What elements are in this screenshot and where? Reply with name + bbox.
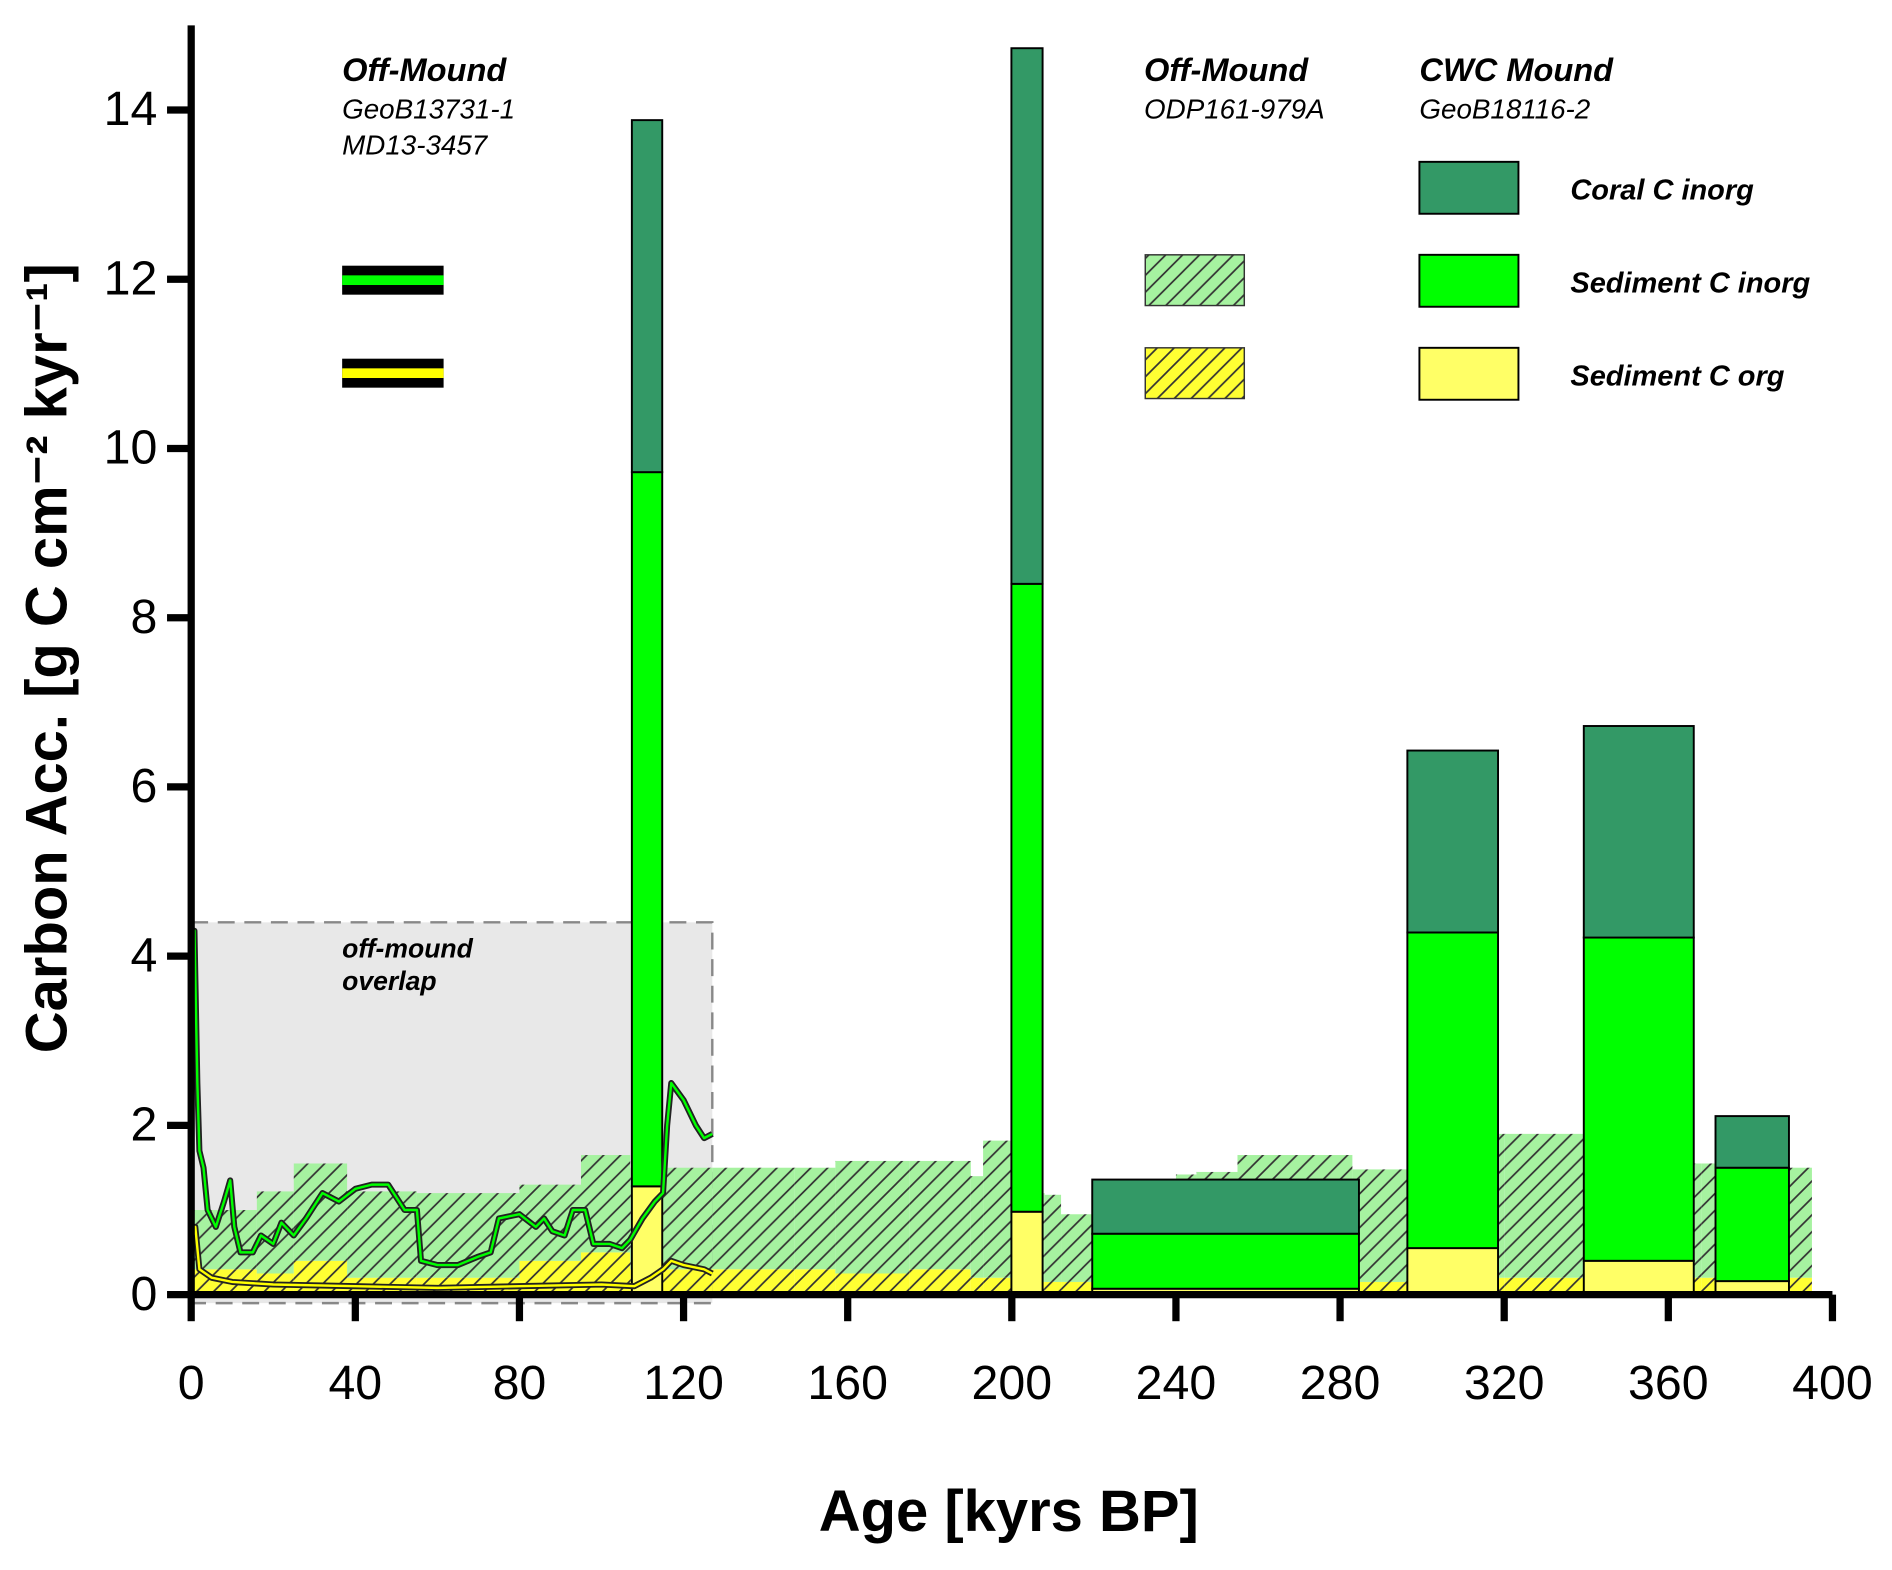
hatched-step — [835, 1273, 910, 1295]
legend-subtitle: ODP161-979A — [1144, 93, 1325, 124]
hatched-step — [909, 1160, 971, 1270]
y-tick-label: 8 — [131, 590, 158, 644]
hatched-step — [580, 1155, 631, 1253]
x-tick-label: 0 — [178, 1356, 205, 1410]
bar-segment — [1406, 1247, 1500, 1296]
y-axis-title: Carbon Acc. [g C cm⁻² kyr⁻¹] — [15, 263, 79, 1053]
hatched-step — [293, 1163, 348, 1261]
bar-segment — [1091, 1178, 1360, 1235]
x-axis-title: Age [kyrs BP] — [819, 1480, 1199, 1544]
hatched-step — [983, 1140, 1012, 1278]
x-tick-label: 200 — [972, 1356, 1053, 1410]
legend-swatch — [342, 275, 444, 286]
x-tick-label: 320 — [1464, 1356, 1545, 1410]
legend-label: Sediment C org — [1570, 361, 1784, 393]
line — [191, 929, 713, 1267]
line — [192, 1225, 713, 1290]
region-label: overlap — [342, 966, 436, 996]
hatched-step — [970, 1277, 984, 1295]
y-tick-label: 4 — [131, 928, 158, 982]
y-tick-label: 0 — [131, 1267, 158, 1321]
legend-title: Off-Mound — [342, 51, 507, 88]
bar-segment — [1582, 1259, 1695, 1296]
bar-segment — [1010, 1210, 1044, 1296]
hatched-step — [1061, 1214, 1094, 1282]
hatched-step — [794, 1269, 836, 1295]
x-tick-label: 400 — [1792, 1356, 1873, 1410]
legend-swatch — [1144, 254, 1246, 307]
legend-swatch — [342, 368, 444, 379]
hatched-step — [519, 1260, 581, 1295]
y-tick-label: 12 — [104, 251, 158, 305]
bar-segment — [1091, 1232, 1360, 1290]
region-label: off-mound — [342, 933, 474, 963]
legend-swatch — [1418, 253, 1520, 308]
legend-swatch — [1418, 346, 1520, 401]
hatched-step — [970, 1176, 984, 1278]
legend-swatch — [1418, 160, 1520, 215]
y-tick-label: 10 — [104, 421, 158, 475]
bar-segment — [1714, 1115, 1790, 1169]
legend-label: Coral C inorg — [1570, 175, 1754, 207]
hatched-step — [1352, 1169, 1410, 1282]
hatched-step — [1504, 1277, 1587, 1295]
legend-title: Off-Mound — [1144, 51, 1309, 88]
hatched-step — [909, 1269, 971, 1295]
legend-swatch — [1144, 347, 1246, 400]
hatched-step — [293, 1260, 348, 1295]
x-tick-label: 160 — [807, 1356, 888, 1410]
bar-segment — [1582, 936, 1695, 1262]
x-tick-label: 40 — [328, 1356, 382, 1410]
x-tick-label: 80 — [493, 1356, 547, 1410]
bar-segment — [1406, 749, 1500, 934]
legend-title: CWC Mound — [1419, 51, 1614, 88]
hatched-step — [1504, 1133, 1587, 1278]
y-tick-label: 14 — [104, 82, 158, 136]
bar-segment — [1406, 931, 1500, 1250]
legend-subtitle: MD13-3457 — [342, 130, 489, 161]
hatched-step — [712, 1269, 795, 1295]
y-tick-label: 2 — [131, 1098, 158, 1152]
hatched-step — [835, 1160, 910, 1274]
x-tick-label: 120 — [643, 1356, 724, 1410]
legend-label: Sediment C inorg — [1570, 268, 1810, 300]
bar-segment — [630, 471, 664, 1188]
bar-segment — [1010, 582, 1044, 1213]
legend-subtitle: GeoB13731-1 — [342, 93, 515, 124]
hatched-step — [712, 1167, 795, 1270]
bar-segment — [1582, 725, 1695, 939]
hatched-step — [347, 1191, 417, 1278]
hatched-step — [1044, 1194, 1062, 1282]
bar-segment — [630, 119, 664, 474]
y-tick-label: 6 — [131, 759, 158, 813]
x-tick-label: 360 — [1628, 1356, 1709, 1410]
hatched-step — [983, 1277, 1012, 1295]
bar-segment — [1010, 47, 1044, 585]
x-tick-label: 240 — [1136, 1356, 1217, 1410]
hatched-step — [191, 1210, 257, 1270]
x-tick-label: 280 — [1300, 1356, 1381, 1410]
bar-segment — [1714, 1166, 1790, 1283]
legend-subtitle: GeoB18116-2 — [1419, 93, 1590, 124]
hatched-step — [794, 1167, 836, 1270]
